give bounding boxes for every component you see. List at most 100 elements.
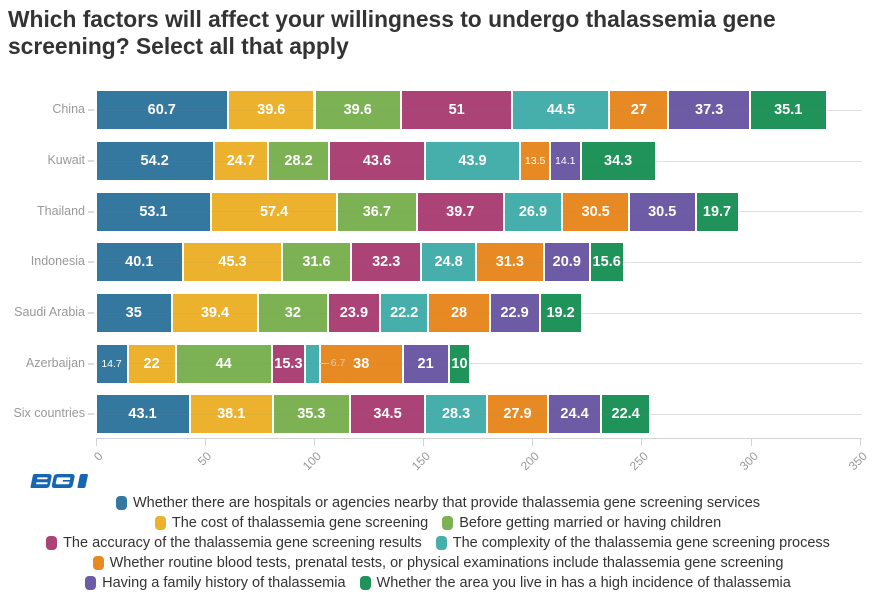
bar-value-label: 20.9 <box>552 254 581 271</box>
bar-segment: 28 <box>428 294 490 333</box>
category-label: Saudi Arabia <box>14 305 85 320</box>
bar-segment: 45.3 <box>183 243 282 282</box>
bar-segment: 31.6 <box>281 243 351 282</box>
bar-value-label: 22.4 <box>611 406 640 423</box>
x-axis-line <box>95 438 862 439</box>
legend-item: Whether the area you live in has a high … <box>359 575 791 591</box>
bar-value-label: 35.3 <box>297 406 326 423</box>
bar-value-label: 54.2 <box>140 153 169 170</box>
bar-segment: 22.9 <box>489 294 540 333</box>
legend-label: The cost of thalassemia gene screening <box>171 515 429 531</box>
x-tick-label: 150 <box>408 449 433 474</box>
category-gridline-overlay <box>95 312 862 314</box>
legend-marker <box>115 496 127 510</box>
bar-value-label: 34.5 <box>373 406 402 423</box>
bar-value-label: 28.3 <box>441 406 471 423</box>
bar-segment: 24.8 <box>421 243 476 282</box>
bar-value-label: 32 <box>284 305 301 322</box>
bar-segment: 43.6 <box>329 142 425 181</box>
bar-segment: 26.9 <box>503 192 563 231</box>
bar-value-label-outside: 6.7 <box>330 356 346 369</box>
bar-segment: 40.1 <box>95 243 184 282</box>
bar-value-label: 22.9 <box>500 305 529 322</box>
bar-segment: 39.6 <box>228 91 315 130</box>
x-tick-label: 350 <box>845 449 870 474</box>
bar-segment: 10 <box>448 344 471 383</box>
bar-value-label: 44 <box>215 355 232 372</box>
x-tick-mark <box>532 439 534 446</box>
bar-segment: 35 <box>95 294 172 333</box>
bar-segment: 51 <box>400 91 513 130</box>
bar-segment: 23.9 <box>327 294 380 333</box>
bar-value-label: 35.1 <box>774 102 803 119</box>
bar-segment: 39.4 <box>171 294 258 333</box>
category-gridline-overlay <box>95 160 862 162</box>
bar-segment: 21 <box>402 344 449 383</box>
legend-line: The accuracy of the thalassemia gene scr… <box>0 533 876 553</box>
legend-marker <box>442 516 454 530</box>
x-tick-mark <box>859 439 861 446</box>
category-gridline-overlay <box>95 261 862 263</box>
bar-value-label: 21 <box>417 355 434 372</box>
bar-segment: 32 <box>257 294 328 333</box>
bar-value-label: 28.2 <box>284 153 313 170</box>
bar-segment: 24.7 <box>213 142 268 181</box>
bar-value-label: 15.3 <box>274 355 303 372</box>
legend-marker <box>435 536 447 550</box>
bar-segment: 35.3 <box>272 395 350 434</box>
legend-item: Having a family history of thalassemia <box>85 575 346 591</box>
bar-value-label: 38.1 <box>217 406 246 423</box>
bar-value-label: 14.1 <box>555 155 576 168</box>
bar-segment: 38 <box>319 344 403 383</box>
bar-value-label: 22.2 <box>390 305 419 322</box>
x-tick-label: 200 <box>518 449 543 474</box>
legend-marker <box>92 556 104 570</box>
bar-value-label: 40.1 <box>125 254 154 271</box>
bar-value-label: 60.7 <box>147 102 176 119</box>
bar-segment: 34.5 <box>349 395 426 434</box>
legend-line: Whether there are hospitals or agencies … <box>0 493 876 513</box>
bar-segment: 44.5 <box>512 91 610 130</box>
bar-value-label: 43.1 <box>128 406 157 423</box>
legend-marker <box>154 516 166 530</box>
bar-value-label: 22 <box>143 355 160 372</box>
legend-label: Whether the area you live in has a high … <box>376 575 791 591</box>
bar-segment: 32.3 <box>350 243 422 282</box>
bar-value-label: 24.4 <box>560 406 589 423</box>
bar-value-label: 37.3 <box>695 102 724 119</box>
x-tick-label: 300 <box>736 449 761 474</box>
bar-value-label: 24.7 <box>226 153 255 170</box>
y-tick-mark <box>87 362 94 365</box>
y-tick-mark <box>87 109 94 112</box>
bar-segment: 60.7 <box>95 91 229 130</box>
category-label: Thailand <box>37 203 85 218</box>
bar-value-label: 30.5 <box>581 203 610 220</box>
bar-segment: 44 <box>175 344 272 383</box>
legend-label: Having a family history of thalassemia <box>102 575 346 591</box>
bar-value-label: 27 <box>630 102 648 119</box>
bar-value-label: 10 <box>451 355 468 372</box>
chart-title: Which factors will affect your willingne… <box>8 6 776 59</box>
bar-segment: 14.7 <box>95 344 128 383</box>
bar-segment: 34.3 <box>580 142 656 181</box>
category-label: China <box>52 102 85 117</box>
bar-segment: 22.2 <box>380 294 429 333</box>
bar-segment: 27 <box>609 91 669 130</box>
bar-value-label: 39.4 <box>200 305 230 322</box>
x-tick-label: 250 <box>627 449 652 474</box>
bar-value-label: 19.2 <box>546 305 575 322</box>
bar-segment: 19.2 <box>539 294 582 333</box>
bar-value-label: 45.3 <box>218 254 247 271</box>
bar-segment: 30.5 <box>628 192 696 231</box>
bar-segment: 28.3 <box>425 395 487 434</box>
bar-value-label: 34.3 <box>604 153 633 170</box>
bar-value-label: 32.3 <box>372 254 401 271</box>
bgi-logo <box>30 474 88 488</box>
bar-value-label: 57.4 <box>259 203 289 220</box>
bar-segment: 22 <box>127 344 176 383</box>
x-tick-mark <box>204 439 206 446</box>
category-gridline-overlay <box>95 413 862 415</box>
legend-label: The accuracy of the thalassemia gene scr… <box>63 535 422 551</box>
bar-segment: 37.3 <box>668 91 750 130</box>
